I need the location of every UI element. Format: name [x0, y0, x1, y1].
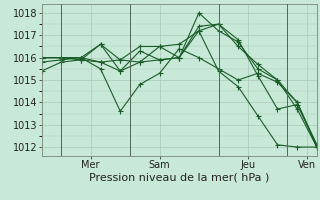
X-axis label: Pression niveau de la mer( hPa ): Pression niveau de la mer( hPa ) [89, 173, 269, 183]
